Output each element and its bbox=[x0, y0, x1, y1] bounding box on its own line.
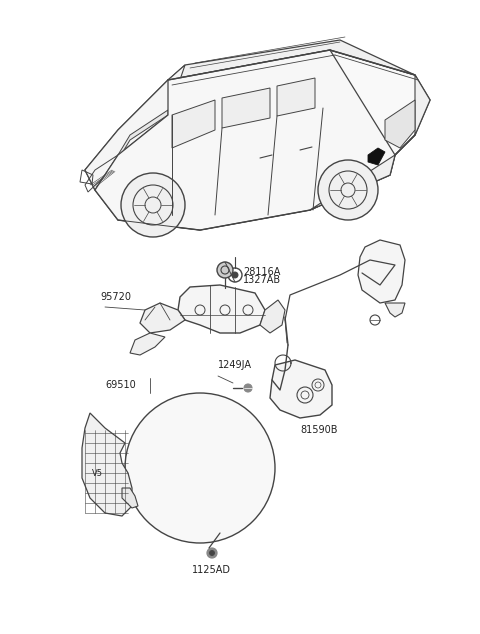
Polygon shape bbox=[222, 88, 270, 128]
Text: 28116A: 28116A bbox=[243, 267, 280, 277]
Polygon shape bbox=[85, 65, 185, 190]
Circle shape bbox=[318, 160, 378, 220]
Polygon shape bbox=[385, 100, 415, 148]
Polygon shape bbox=[358, 240, 405, 303]
Circle shape bbox=[207, 548, 217, 558]
Circle shape bbox=[217, 262, 233, 278]
Polygon shape bbox=[85, 50, 430, 230]
Circle shape bbox=[232, 272, 238, 278]
Polygon shape bbox=[140, 303, 185, 333]
Polygon shape bbox=[82, 413, 132, 516]
Polygon shape bbox=[168, 40, 415, 80]
Polygon shape bbox=[172, 100, 215, 148]
Polygon shape bbox=[118, 110, 168, 160]
Circle shape bbox=[209, 550, 215, 555]
Circle shape bbox=[121, 173, 185, 237]
Text: 69510: 69510 bbox=[105, 380, 136, 390]
Polygon shape bbox=[277, 78, 315, 116]
Polygon shape bbox=[260, 300, 285, 333]
Polygon shape bbox=[122, 488, 138, 508]
Polygon shape bbox=[95, 50, 395, 230]
Polygon shape bbox=[385, 303, 405, 317]
Circle shape bbox=[125, 393, 275, 543]
Circle shape bbox=[244, 384, 252, 392]
Polygon shape bbox=[178, 285, 265, 333]
Text: 1125AD: 1125AD bbox=[192, 565, 231, 575]
Text: 95720: 95720 bbox=[100, 292, 131, 302]
Text: 1327AB: 1327AB bbox=[243, 275, 281, 285]
Text: 81590B: 81590B bbox=[300, 425, 337, 435]
Text: V5: V5 bbox=[92, 469, 103, 477]
Polygon shape bbox=[368, 148, 385, 165]
Polygon shape bbox=[130, 333, 165, 355]
Text: 1249JA: 1249JA bbox=[218, 360, 252, 370]
Polygon shape bbox=[270, 360, 332, 418]
Polygon shape bbox=[310, 75, 430, 210]
